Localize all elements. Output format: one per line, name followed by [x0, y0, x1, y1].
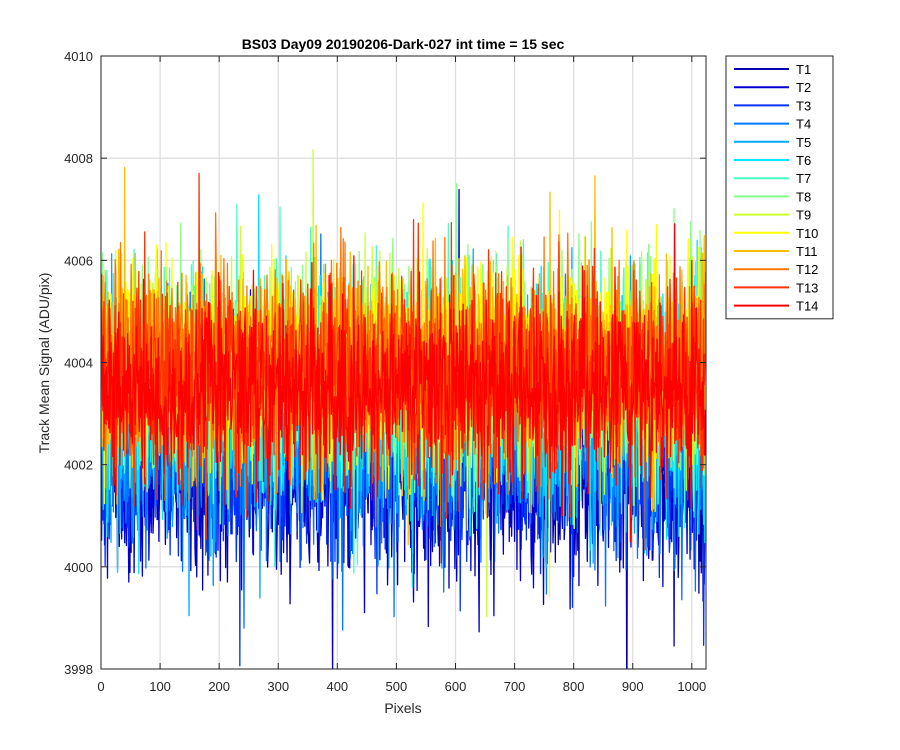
legend-label: T2 [796, 80, 811, 95]
legend-label: T5 [796, 135, 811, 150]
legend-entry-t3: T3 [734, 98, 811, 113]
y-tick-label: 4004 [64, 356, 93, 371]
x-tick-label: 0 [97, 679, 104, 694]
y-tick-label: 4010 [64, 49, 93, 64]
series-line-t14 [101, 223, 706, 564]
legend-label: T6 [796, 153, 811, 168]
x-tick-label: 500 [386, 679, 408, 694]
plot-area [100, 55, 707, 670]
legend-entry-t5: T5 [734, 135, 811, 150]
y-tick-label: 4000 [64, 560, 93, 575]
axis-ticks [100, 55, 706, 670]
legend-label: T4 [796, 117, 811, 132]
legend-entry-t4: T4 [734, 117, 811, 132]
legend-entry-t14: T14 [734, 299, 818, 314]
legend-entry-t2: T2 [734, 80, 811, 95]
x-tick-label: 200 [208, 679, 230, 694]
legend-label: T3 [796, 98, 811, 113]
legend-entry-t12: T12 [734, 262, 818, 277]
y-axis-label: Track Mean Signal (ADU/pix) [36, 273, 52, 454]
legend-label: T1 [796, 62, 811, 77]
legend-box [725, 55, 834, 320]
legend-entry-t13: T13 [734, 280, 818, 295]
x-tick-label: 300 [267, 679, 289, 694]
legend-label: T7 [796, 171, 811, 186]
legend-entry-t8: T8 [734, 189, 811, 204]
legend-entry-t1: T1 [734, 62, 811, 77]
legend-label: T14 [796, 299, 818, 314]
legend-label: T8 [796, 189, 811, 204]
series-lines [101, 149, 706, 669]
x-tick-label: 800 [563, 679, 585, 694]
x-tick-label: 600 [445, 679, 467, 694]
y-tick-label: 3998 [64, 662, 93, 677]
y-tick-labels: 3998 4000 4002 4004 4006 4008 4010 [64, 49, 93, 677]
legend-label: T13 [796, 280, 818, 295]
y-tick-label: 4006 [64, 253, 93, 268]
x-tick-label: 100 [149, 679, 171, 694]
y-tick-label: 4002 [64, 458, 93, 473]
x-tick-label: 1000 [677, 679, 706, 694]
x-axis-label: Pixels [384, 700, 421, 716]
chart-title: BS03 Day09 20190206-Dark-027 int time = … [242, 36, 565, 52]
legend-entry-t7: T7 [734, 171, 811, 186]
x-tick-label: 400 [326, 679, 348, 694]
legend-label: T12 [796, 262, 818, 277]
legend-entry-t10: T10 [734, 226, 818, 241]
x-tick-labels: 0 100 200 300 400 500 600 700 800 900 1000 [97, 679, 706, 694]
y-tick-label: 4008 [64, 151, 93, 166]
legend: T1 T2 T3 T4 T5 T6 T7 T8 T9 T10 T11 T12 T13 T14 [725, 55, 834, 320]
legend-entry-t6: T6 [734, 153, 811, 168]
legend-label: T11 [796, 244, 817, 259]
legend-entry-t9: T9 [734, 208, 811, 223]
x-tick-label: 900 [622, 679, 644, 694]
x-tick-label: 700 [504, 679, 526, 694]
legend-label: T9 [796, 208, 811, 223]
legend-entry-t11: T11 [734, 244, 817, 259]
legend-label: T10 [796, 226, 818, 241]
